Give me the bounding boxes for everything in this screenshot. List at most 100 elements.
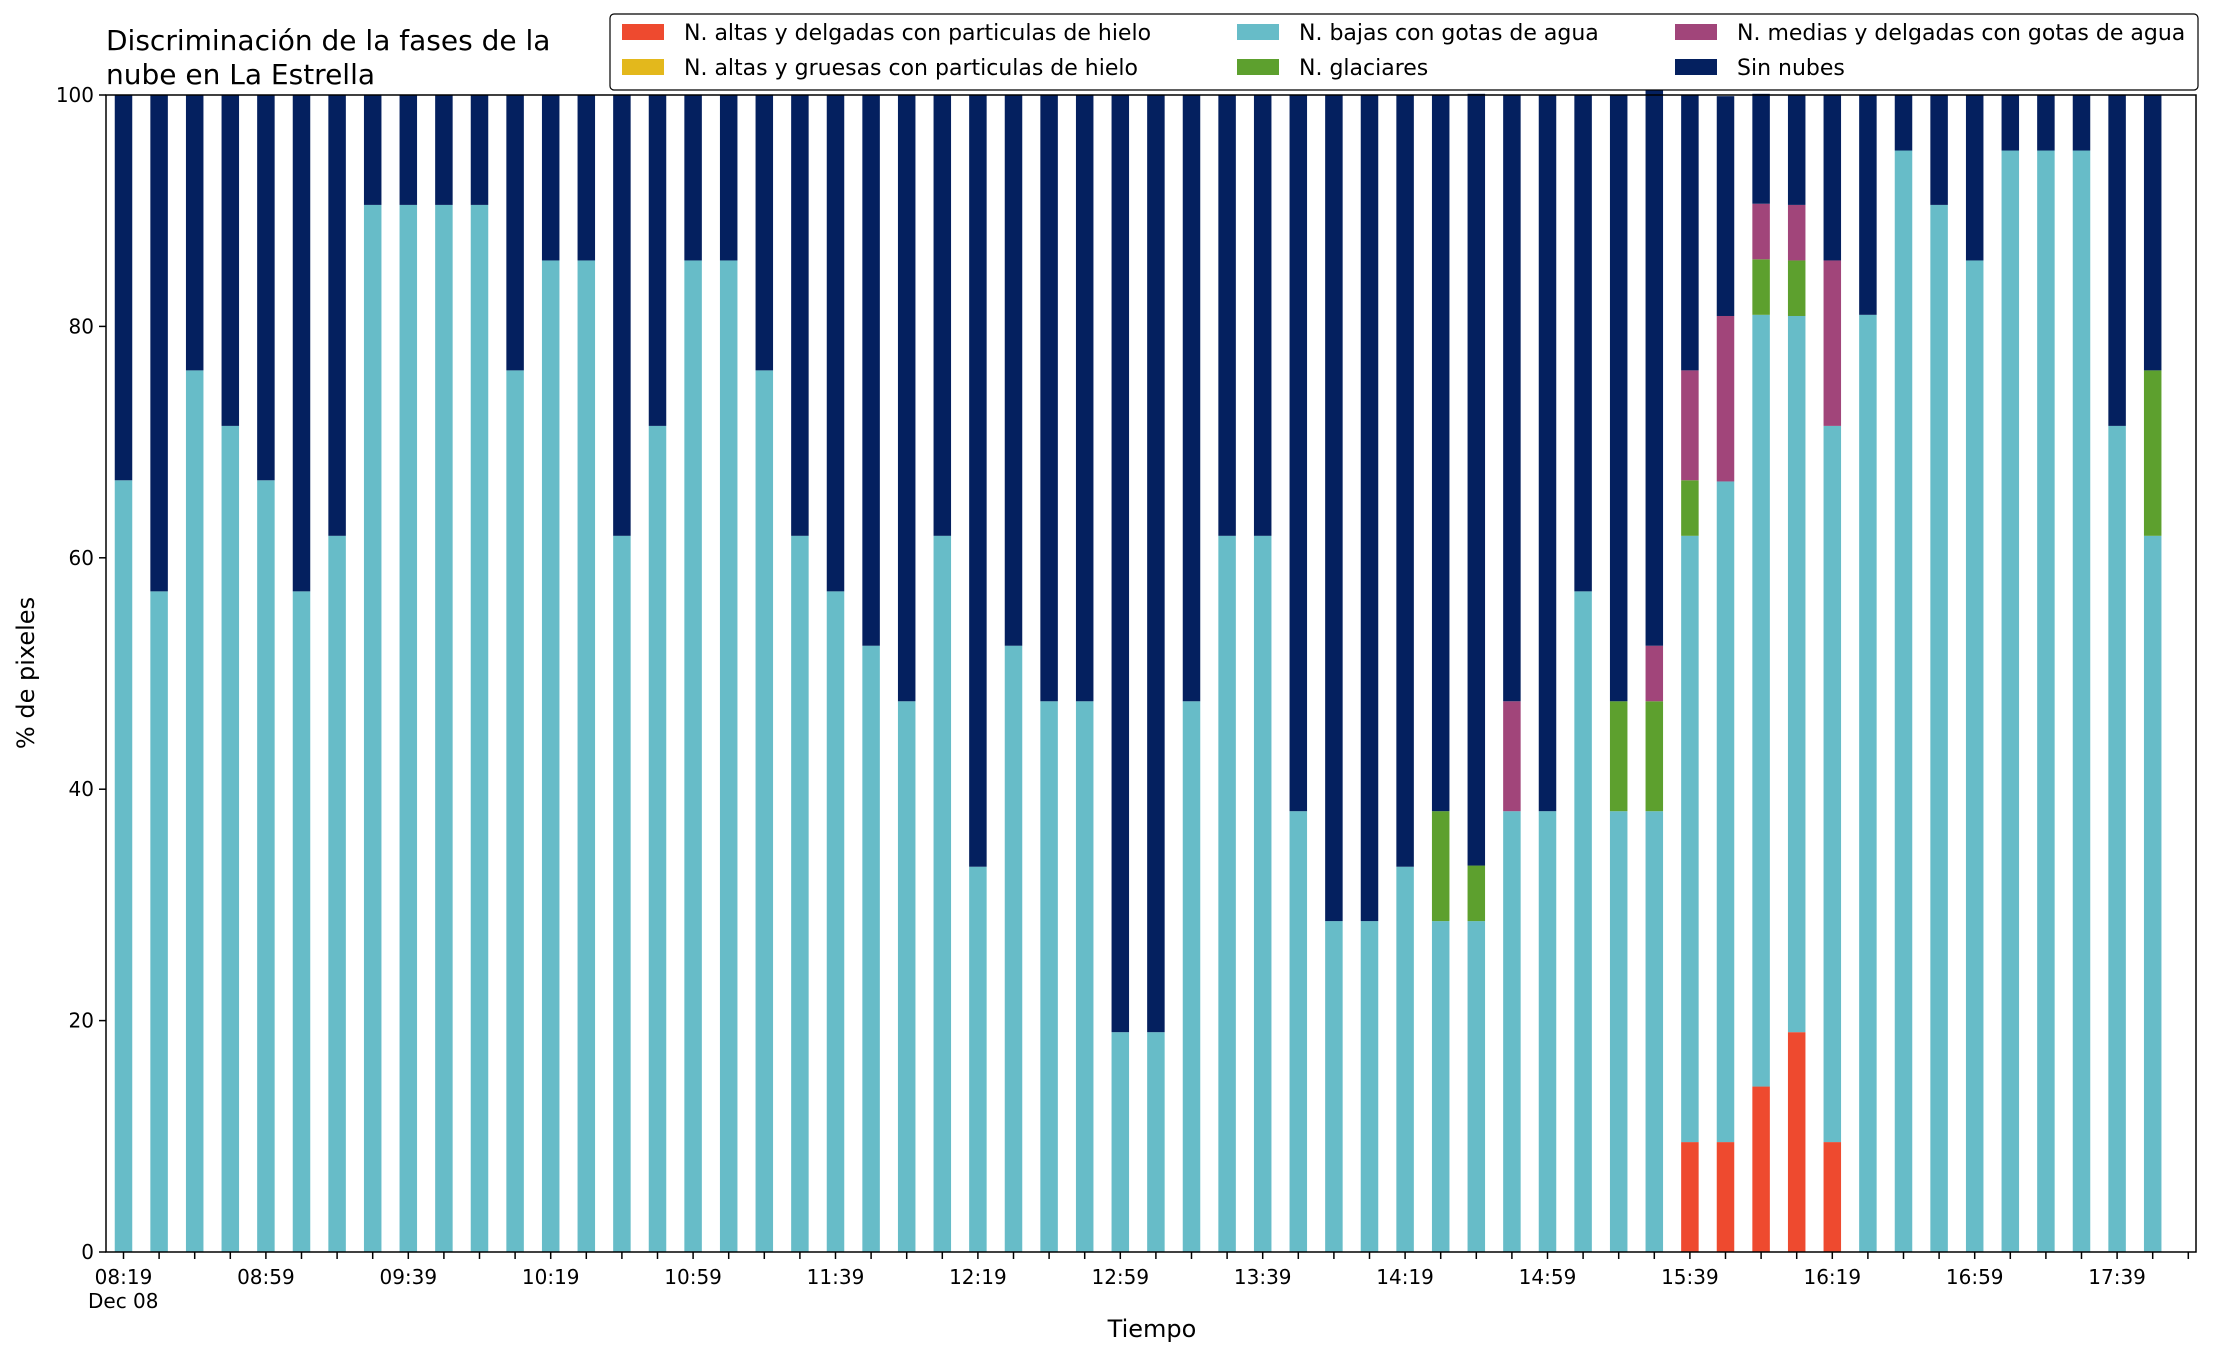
bar-segment-n-medias-y-delgadas-con-gotas-de-agua-48 xyxy=(1823,260,1842,426)
bar-segment-sin-nubes-44 xyxy=(1681,95,1699,371)
bar-segment-n-bajas-con-gotas-de-agua-42 xyxy=(1609,811,1628,1252)
bar-segment-sin-nubes-28 xyxy=(1111,95,1130,1033)
chart-title-line-1: Discriminación de la fases de la xyxy=(106,24,550,57)
x-tick-label-1019: 10:19 xyxy=(522,1265,580,1289)
bar-segment-n-bajas-con-gotas-de-agua-33 xyxy=(1289,811,1308,1252)
bar-segment-n-bajas-con-gotas-de-agua-13 xyxy=(577,260,596,1252)
bar-segment-sin-nubes-48 xyxy=(1823,95,1842,261)
bar-segment-sin-nubes-11 xyxy=(506,95,524,371)
x-tick-label-1739: 17:39 xyxy=(2088,1265,2146,1289)
x-axis-label: Tiempo xyxy=(1107,1315,1197,1343)
bar-segment-n-bajas-con-gotas-de-agua-41 xyxy=(1574,591,1592,1252)
bar-segment-sin-nubes-25 xyxy=(1004,95,1023,646)
bar-segment-sin-nubes-16 xyxy=(684,95,702,261)
y-tick-label-40: 40 xyxy=(69,777,94,801)
bar-segment-n-medias-y-delgadas-con-gotas-de-agua-44 xyxy=(1681,370,1699,481)
bar-segment-n-bajas-con-gotas-de-agua-5 xyxy=(292,591,311,1252)
bar-segment-sin-nubes-0 xyxy=(114,95,133,481)
bar-segment-sin-nubes-12 xyxy=(541,95,560,261)
bar-segment-sin-nubes-24 xyxy=(969,95,987,867)
bar-segment-n-bajas-con-gotas-de-agua-1 xyxy=(150,591,168,1252)
bar-segment-n-bajas-con-gotas-de-agua-53 xyxy=(2001,150,2020,1252)
bar-segment-sin-nubes-42 xyxy=(1609,95,1628,702)
bar-segment-sin-nubes-43 xyxy=(1645,39,1664,646)
bar-segment-n-bajas-con-gotas-de-agua-31 xyxy=(1218,535,1236,1252)
legend-label-n-glaciares: N. glaciares xyxy=(1299,56,1428,81)
bar-segment-n-bajas-con-gotas-de-agua-52 xyxy=(1965,260,1984,1252)
bar-segment-n-glaciares-46 xyxy=(1752,259,1770,315)
bar-segment-n-bajas-con-gotas-de-agua-16 xyxy=(684,260,702,1252)
y-tick-label-60: 60 xyxy=(69,546,94,570)
bar-segment-sin-nubes-20 xyxy=(826,95,845,592)
bar-segment-n-bajas-con-gotas-de-agua-47 xyxy=(1787,315,1806,1033)
bar-segment-n-bajas-con-gotas-de-agua-57 xyxy=(2143,535,2162,1252)
bar-segment-n-bajas-con-gotas-de-agua-25 xyxy=(1004,645,1023,1252)
bar-segment-n-bajas-con-gotas-de-agua-43 xyxy=(1645,811,1664,1252)
legend-label-n-medias-y-delgadas-con-gotas-de-agua: N. medias y delgadas con gotas de agua xyxy=(1737,21,2185,46)
bar-segment-sin-nubes-45 xyxy=(1716,96,1735,316)
x-tick-label-1459: 14:59 xyxy=(1519,1265,1577,1289)
bar-segment-sin-nubes-52 xyxy=(1965,95,1984,261)
bar-segment-n-bajas-con-gotas-de-agua-54 xyxy=(2037,150,2055,1252)
bar-segment-sin-nubes-21 xyxy=(862,95,880,646)
y-tick-label-20: 20 xyxy=(69,1009,94,1033)
x-tick-label-1659: 16:59 xyxy=(1946,1265,2004,1289)
bar-segment-n-bajas-con-gotas-de-agua-51 xyxy=(1930,204,1948,1252)
bar-segment-n-bajas-con-gotas-de-agua-55 xyxy=(2072,150,2091,1252)
bar-segment-n-bajas-con-gotas-de-agua-15 xyxy=(648,425,667,1252)
legend-label-sin-nubes: Sin nubes xyxy=(1737,56,1845,81)
bar-segment-n-bajas-con-gotas-de-agua-26 xyxy=(1040,701,1058,1252)
bar-segment-sin-nubes-55 xyxy=(2072,95,2091,151)
bar-segment-n-bajas-con-gotas-de-agua-49 xyxy=(1859,314,1877,1253)
chart-title: Discriminación de la fases de la nube en… xyxy=(106,24,559,91)
bar-segment-n-medias-y-delgadas-con-gotas-de-agua-39 xyxy=(1503,701,1521,812)
bar-segment-n-bajas-con-gotas-de-agua-18 xyxy=(755,370,774,1252)
bar-segment-sin-nubes-19 xyxy=(791,95,809,536)
bar-segment-sin-nubes-53 xyxy=(2001,95,2020,151)
bar-segment-sin-nubes-27 xyxy=(1075,95,1094,702)
bar-segment-sin-nubes-18 xyxy=(755,95,774,371)
y-tick-label-100: 100 xyxy=(56,83,94,107)
bar-segment-sin-nubes-36 xyxy=(1396,95,1414,867)
legend-swatch-n-altas-y-delgadas-con-particulas-de-hielo xyxy=(622,24,664,40)
x-tick-label-0859: 08:59 xyxy=(237,1265,295,1289)
bar-segment-n-glaciares-44 xyxy=(1681,480,1699,536)
legend: N. altas y delgadas con particulas de hi… xyxy=(609,13,2199,91)
legend-swatch-n-bajas-con-gotas-de-agua xyxy=(1237,24,1279,40)
bar-segment-n-bajas-con-gotas-de-agua-2 xyxy=(185,370,204,1252)
legend-label-n-bajas-con-gotas-de-agua: N. bajas con gotas de agua xyxy=(1299,21,1599,46)
bar-segment-sin-nubes-49 xyxy=(1859,95,1877,315)
legend-swatch-n-medias-y-delgadas-con-gotas-de-agua xyxy=(1675,24,1717,40)
bar-segment-n-bajas-con-gotas-de-agua-44 xyxy=(1681,535,1699,1143)
bar-segment-n-bajas-con-gotas-de-agua-56 xyxy=(2108,425,2126,1252)
bar-segment-sin-nubes-7 xyxy=(363,95,382,205)
bar-segment-n-bajas-con-gotas-de-agua-50 xyxy=(1894,150,1913,1252)
legend-swatch-n-glaciares xyxy=(1237,59,1279,75)
bar-segment-n-altas-y-delgadas-con-particulas-de-hielo-45 xyxy=(1716,1142,1735,1252)
y-tick-label-80: 80 xyxy=(69,314,94,338)
bar-segment-n-bajas-con-gotas-de-agua-21 xyxy=(862,645,880,1252)
bar-segment-n-bajas-con-gotas-de-agua-11 xyxy=(506,370,524,1252)
bar-segment-n-glaciares-43 xyxy=(1645,701,1664,812)
x-tick-label-1219: 12:19 xyxy=(949,1265,1007,1289)
bar-segment-n-bajas-con-gotas-de-agua-29 xyxy=(1147,1032,1165,1252)
bar-segment-n-bajas-con-gotas-de-agua-12 xyxy=(541,260,560,1252)
bar-segment-sin-nubes-37 xyxy=(1431,95,1450,812)
x-tick-label-1339: 13:39 xyxy=(1234,1265,1292,1289)
bar-segment-sin-nubes-26 xyxy=(1040,95,1058,702)
y-axis-label: % de pixeles xyxy=(12,597,40,749)
y-tick-label-0: 0 xyxy=(81,1240,94,1264)
x-tick-label-1259: 12:59 xyxy=(1091,1265,1149,1289)
bar-segment-n-altas-y-delgadas-con-particulas-de-hielo-47 xyxy=(1787,1032,1806,1252)
bar-segment-n-glaciares-37 xyxy=(1431,811,1450,922)
bar-segment-n-bajas-con-gotas-de-agua-38 xyxy=(1467,921,1486,1252)
x-axis: 08:19 08:59 09:39 10:19 10:59 11:39 12:19 12:59… xyxy=(95,1252,2190,1289)
bar-segment-n-bajas-con-gotas-de-agua-40 xyxy=(1538,811,1557,1252)
bar-segment-n-bajas-con-gotas-de-agua-28 xyxy=(1111,1032,1130,1252)
bar-segment-sin-nubes-38 xyxy=(1467,93,1486,866)
bar-segment-n-bajas-con-gotas-de-agua-23 xyxy=(933,535,952,1252)
legend-swatch-n-altas-y-gruesas-con-particulas-de-hielo xyxy=(622,59,664,75)
bar-segment-n-bajas-con-gotas-de-agua-45 xyxy=(1716,481,1735,1143)
bar-segment-n-bajas-con-gotas-de-agua-9 xyxy=(435,204,453,1252)
